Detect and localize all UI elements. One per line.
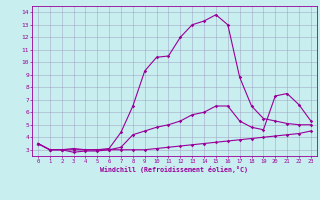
X-axis label: Windchill (Refroidissement éolien,°C): Windchill (Refroidissement éolien,°C): [100, 166, 248, 173]
